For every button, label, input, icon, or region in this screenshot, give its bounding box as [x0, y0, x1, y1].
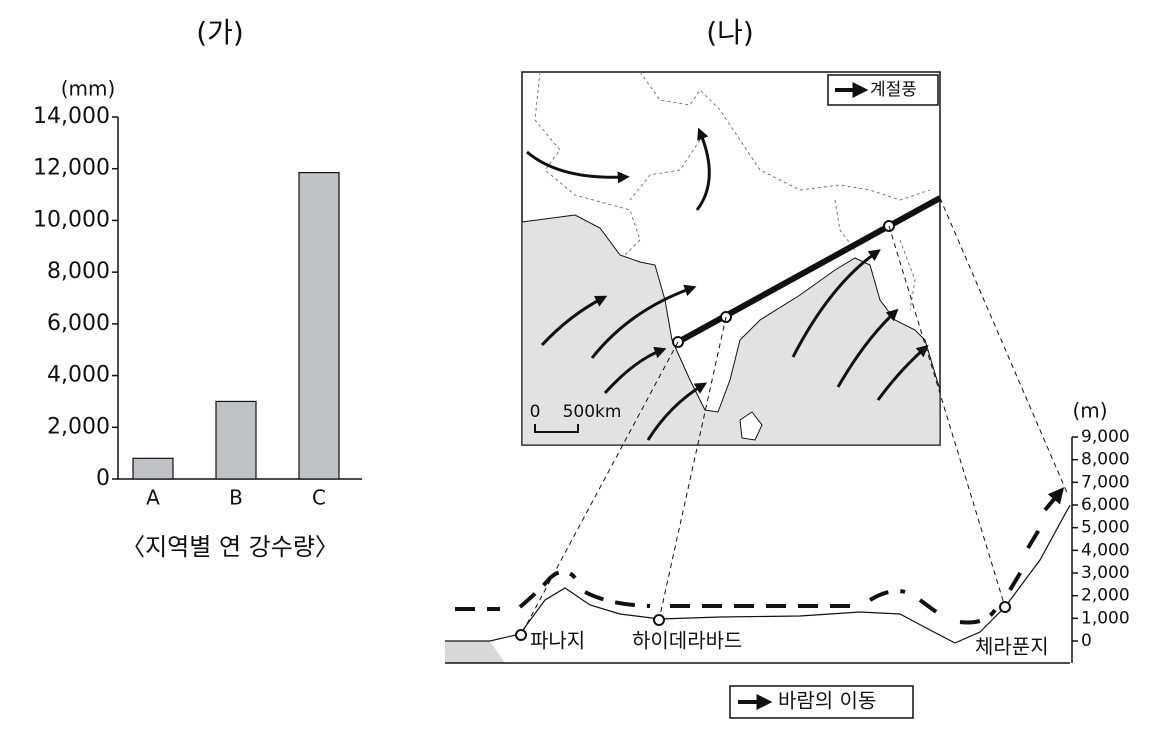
y-tick-label: 2,000 — [47, 414, 110, 439]
y-tick-label: 0 — [96, 466, 110, 491]
scale-label: 500km — [563, 402, 622, 422]
y-tick-label: 1,000 — [1081, 608, 1130, 628]
wind-path — [455, 492, 1060, 625]
y-tick-label: 5,000 — [1081, 518, 1130, 538]
y-tick-label: 6,000 — [47, 311, 110, 336]
island — [739, 411, 763, 441]
unit-label: (m) — [1072, 399, 1107, 423]
y-tick-label: 4,000 — [47, 363, 110, 388]
x-tick-label: C — [312, 486, 326, 510]
caption: 〈지역별 연 강수량〉 — [121, 533, 339, 561]
wind-arrow — [526, 150, 630, 184]
place-label: 체라푼지 — [975, 635, 1049, 659]
wind-arrow — [590, 284, 697, 359]
bar — [215, 400, 257, 480]
y-tick-label: 12,000 — [33, 156, 110, 181]
wind-arrow — [540, 295, 608, 347]
sea-profile — [445, 641, 505, 663]
wind-arrow — [695, 127, 711, 211]
map: 계절풍 0 500km — [521, 71, 942, 446]
y-tick-label: 2,000 — [1081, 586, 1130, 606]
place-label: 하이데라바드 — [632, 629, 742, 653]
y-tick-label: 4,000 — [1081, 540, 1130, 560]
diagram-title: (나) — [706, 16, 754, 49]
point — [999, 601, 1011, 613]
x-tick-label: A — [146, 486, 160, 510]
connector — [520, 197, 1069, 636]
point — [515, 629, 527, 641]
y-tick-label: 0 — [1081, 631, 1092, 651]
y-tick-label: 7,000 — [1081, 472, 1130, 492]
place-label: 파나지 — [530, 629, 585, 653]
y-tick-label: 9,000 — [1081, 427, 1130, 447]
y-tick-label: 14,000 — [33, 104, 110, 129]
unit-label: (mm) — [61, 77, 116, 101]
x-tick-label: B — [229, 486, 243, 510]
scale-label: 0 — [530, 402, 541, 422]
legend-text: 계절풍 — [870, 80, 917, 100]
wind-arrow — [603, 346, 667, 395]
chart-title: (가) — [196, 16, 244, 49]
wind-arrow — [876, 344, 929, 401]
legend-text: 바람의 이동 — [778, 689, 876, 713]
y-tick-label: 6,000 — [1081, 495, 1130, 515]
point — [653, 614, 665, 626]
y-tick-label: 10,000 — [33, 207, 110, 232]
scale-bar — [534, 424, 579, 433]
wind-arrow — [646, 382, 708, 441]
bar — [132, 457, 174, 480]
wind-arrow — [791, 249, 881, 358]
terrain — [445, 504, 1071, 644]
y-tick-label: 8,000 — [1081, 450, 1130, 470]
bar-chart: 0 2,000 4,000 6,000 8,000 10,000 12,000 14,000 A… — [33, 104, 362, 510]
bar — [298, 171, 340, 480]
y-tick-label: 8,000 — [47, 259, 110, 284]
y-tick-label: 3,000 — [1081, 563, 1130, 583]
wind-arrow — [836, 308, 899, 388]
